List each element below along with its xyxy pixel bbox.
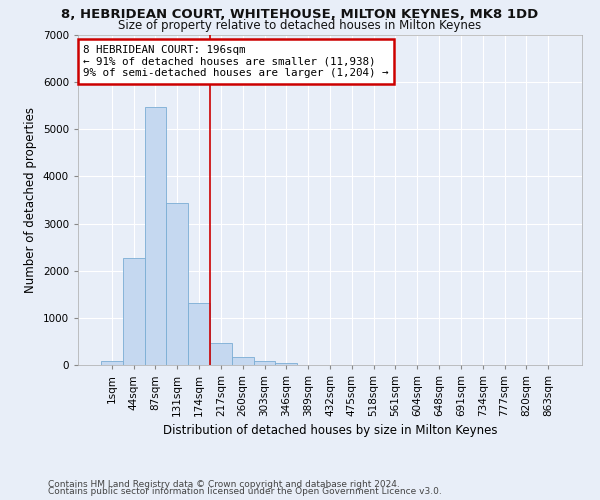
Bar: [166, 203, 188, 365]
Bar: [145, 106, 166, 365]
Text: 8, HEBRIDEAN COURT, WHITEHOUSE, MILTON KEYNES, MK8 1DD: 8, HEBRIDEAN COURT, WHITEHOUSE, MILTON K…: [61, 8, 539, 20]
Text: Contains HM Land Registry data © Crown copyright and database right 2024.: Contains HM Land Registry data © Crown c…: [48, 480, 400, 489]
Text: Contains public sector information licensed under the Open Government Licence v3: Contains public sector information licen…: [48, 487, 442, 496]
Bar: [232, 358, 254, 365]
X-axis label: Distribution of detached houses by size in Milton Keynes: Distribution of detached houses by size …: [163, 424, 497, 438]
Bar: [275, 362, 297, 365]
Bar: [123, 258, 145, 365]
Bar: [210, 343, 232, 365]
Bar: [101, 361, 123, 365]
Bar: [188, 303, 210, 365]
Text: 8 HEBRIDEAN COURT: 196sqm
← 91% of detached houses are smaller (11,938)
9% of se: 8 HEBRIDEAN COURT: 196sqm ← 91% of detac…: [83, 45, 389, 78]
Y-axis label: Number of detached properties: Number of detached properties: [24, 107, 37, 293]
Text: Size of property relative to detached houses in Milton Keynes: Size of property relative to detached ho…: [118, 18, 482, 32]
Bar: [254, 361, 275, 365]
